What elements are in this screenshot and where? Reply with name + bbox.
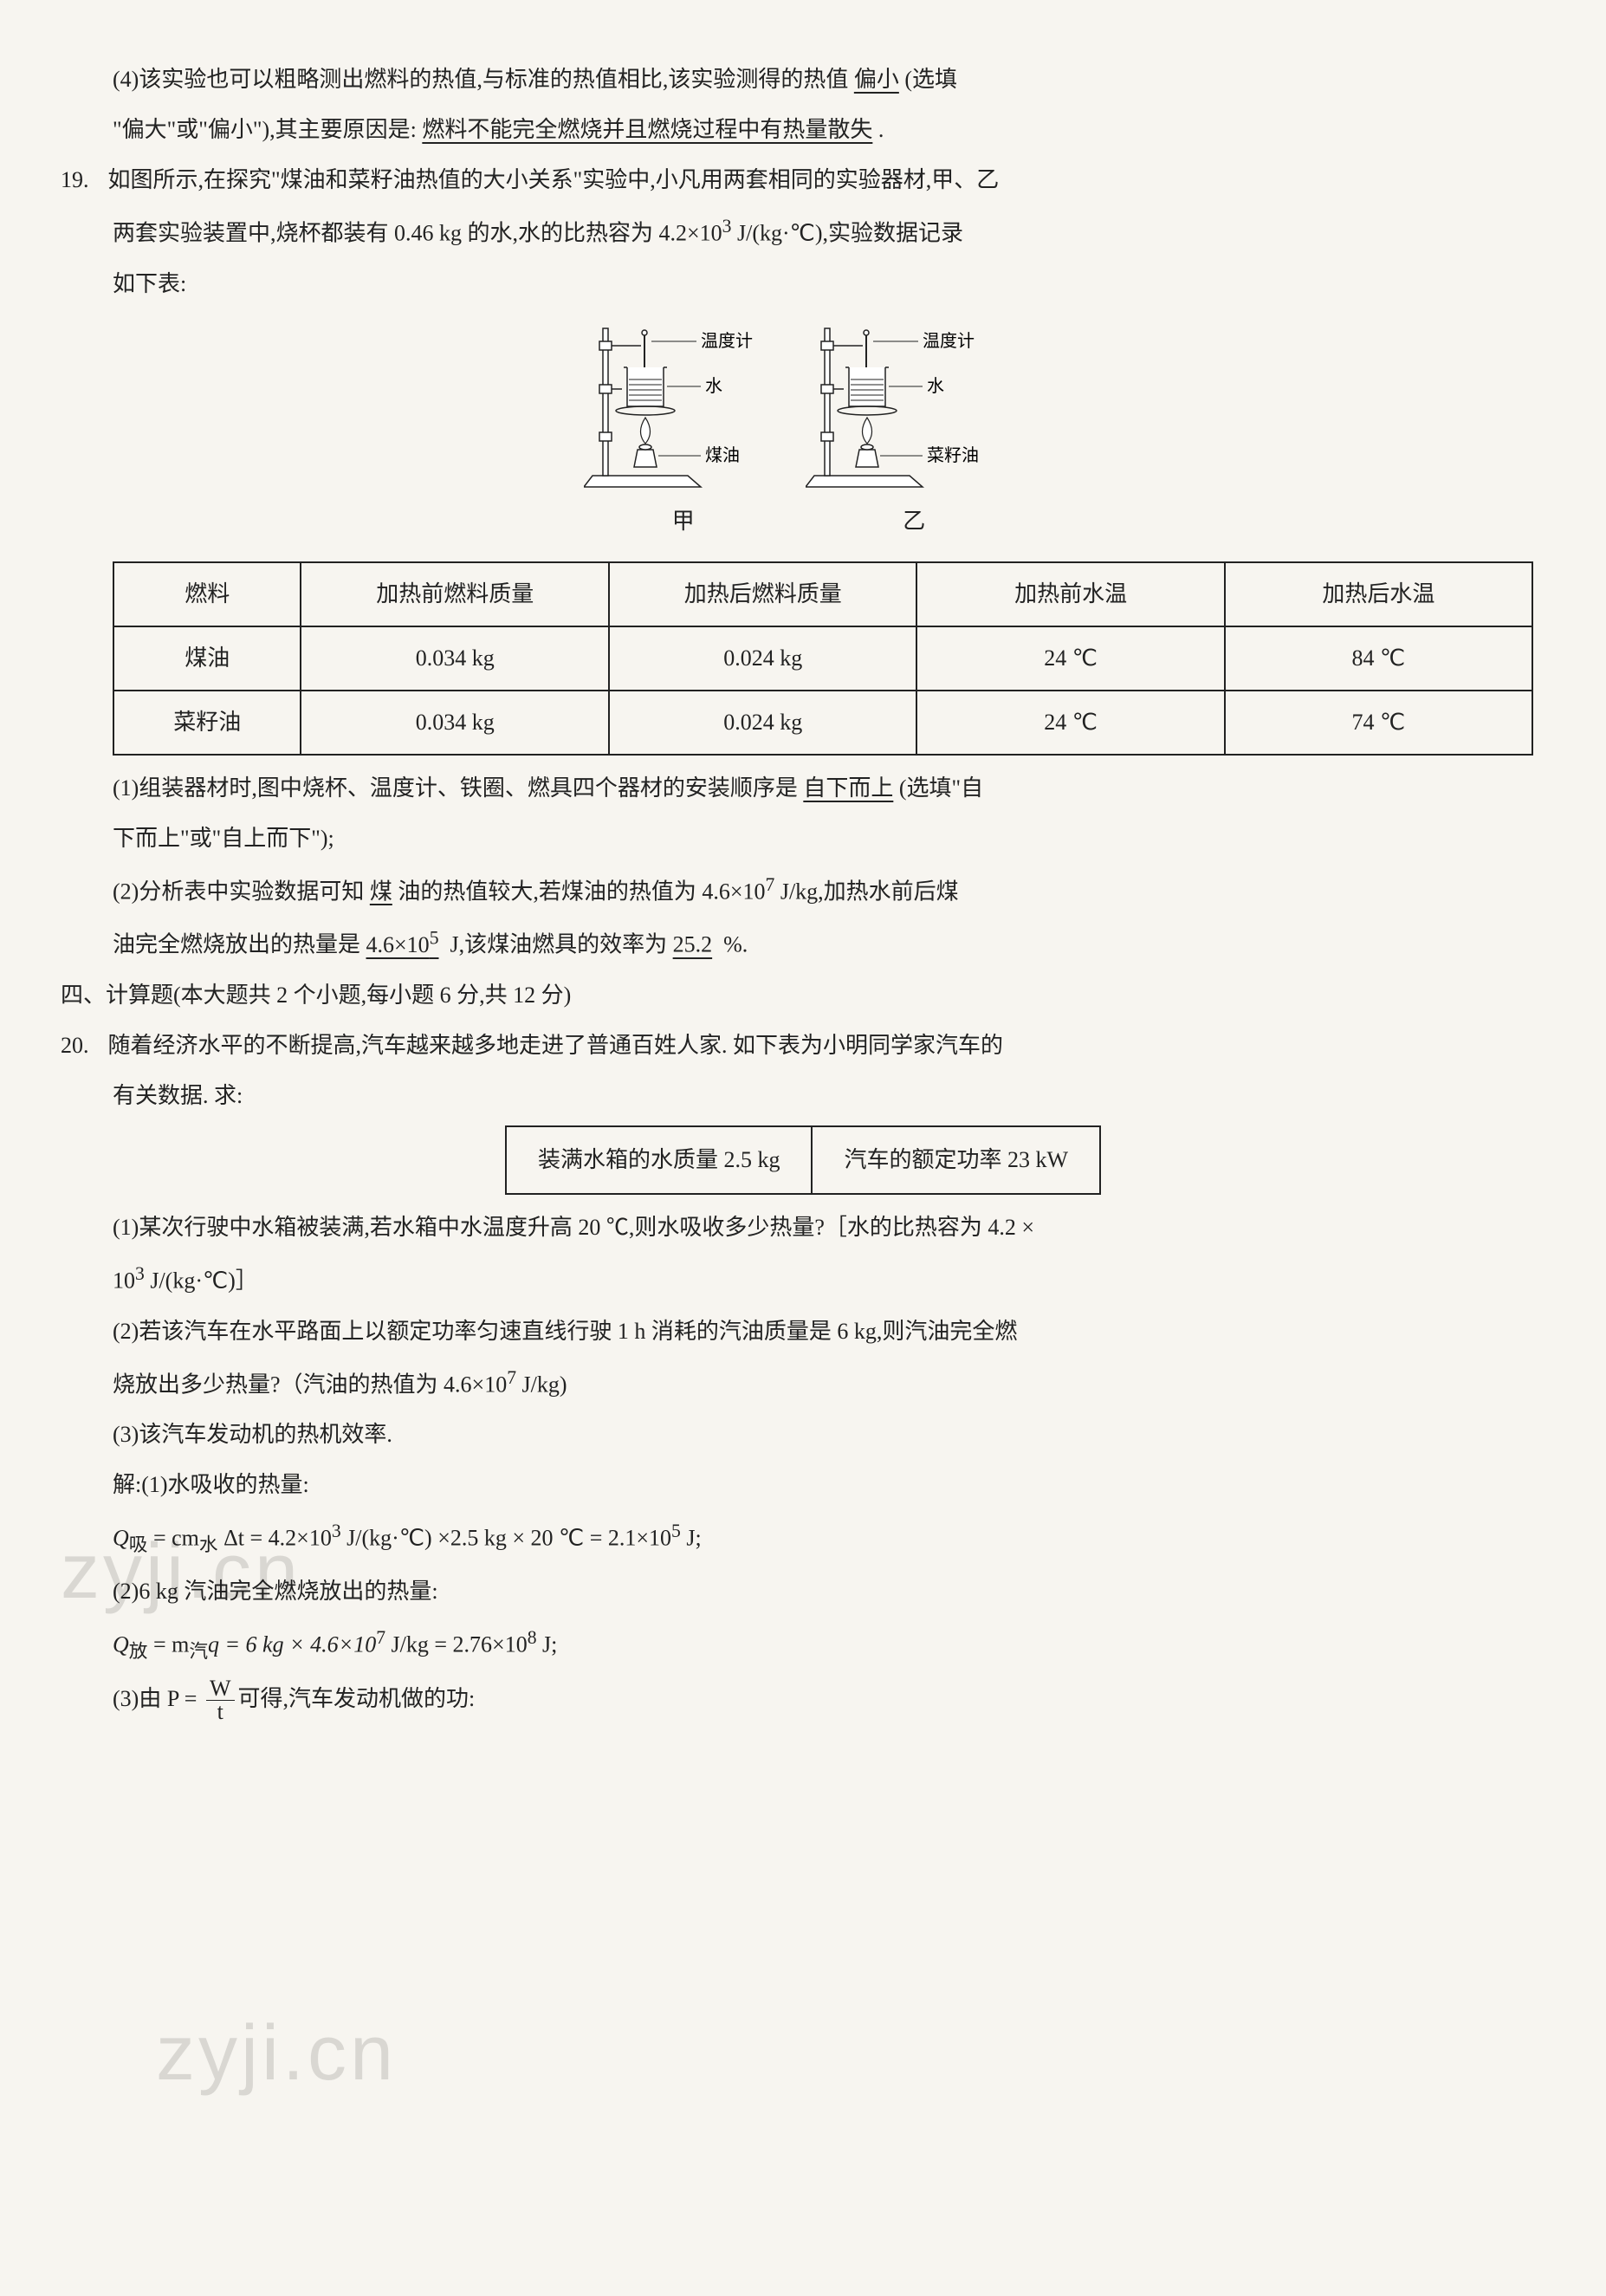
q19-stem-a: 如图所示,在探究"煤油和菜籽油热值的大小关系"实验中,小凡用两套相同的实验器材,… (108, 167, 1000, 192)
q19-figure-wrap: 温度计 水 煤油 甲 (61, 324, 1545, 544)
q19-table-cell: 煤油 (113, 626, 301, 691)
q20-p1-line1: (1)某次行驶中水箱被装满,若水箱中水温度升高 20 ℃,则水吸收多少热量?［水… (61, 1205, 1545, 1250)
q19-table-row: 煤油0.034 kg0.024 kg24 ℃84 ℃ (113, 626, 1532, 691)
q19-part2-text-c: 油完全燃烧放出的热量是 (113, 932, 360, 957)
q19-table-row: 菜籽油0.034 kg0.024 kg24 ℃74 ℃ (113, 691, 1532, 755)
q19-part1-text-a: (1)组装器材时,图中烧杯、温度计、铁圈、燃具四个器材的安装顺序是 (113, 775, 798, 801)
section4-heading: 四、计算题(本大题共 2 个小题,每小题 6 分,共 12 分) (61, 973, 1545, 1018)
q20-sol-s2: Q吸 = cm水 Δt = 4.2×103 J/(kg·℃) ×2.5 kg ×… (61, 1513, 1545, 1564)
q20-stem-line2: 有关数据. 求: (61, 1073, 1545, 1119)
q20-stem-a: 随着经济水平的不断提高,汽车越来越多地走进了普通百姓人家. 如下表为小明同学家汽… (108, 1033, 1004, 1058)
q20-sol-s4: Q放 = m汽q = 6 kg × 4.6×107 J/kg = 2.76×10… (61, 1619, 1545, 1670)
q18-ans4-a: 偏小 (854, 67, 899, 92)
q20-sol-s1: 解:(1)水吸收的热量: (61, 1463, 1545, 1508)
q20-sol-s3: (2)6 kg 汽油完全燃烧放出的热量: (61, 1569, 1545, 1614)
q19-part2-b-tail: J/kg,加热水前后煤 (774, 879, 958, 904)
q19-stem-line2: 两套实验装置中,烧杯都装有 0.46 kg 的水,水的比热容为 4.2×103 … (61, 208, 1545, 256)
q19-part2-text-e: %. (723, 932, 748, 957)
q18-part4-text-b: (选填 (904, 67, 957, 92)
q19-part2-line1: (2)分析表中实验数据可知 煤 油的热值较大,若煤油的热值为 4.6×107 J… (61, 866, 1545, 915)
label-water-yi: 水 (927, 376, 944, 396)
q19-ans1: 自下而上 (803, 775, 893, 801)
q20-p3: (3)该汽车发动机的热机效率. (61, 1412, 1545, 1457)
q20-box-right: 汽车的额定功率 23 kW (812, 1126, 1100, 1194)
q19-table-cell: 84 ℃ (1225, 626, 1532, 691)
label-water-jia: 水 (705, 376, 722, 396)
q20-stem-b: 有关数据. 求: (113, 1083, 243, 1108)
apparatus-yi-icon: 温度计 水 菜籽油 (806, 324, 1022, 497)
q19-part1-line1: (1)组装器材时,图中烧杯、温度计、铁圈、燃具四个器材的安装顺序是 自下而上 (… (61, 766, 1545, 811)
q20-data-box: 装满水箱的水质量 2.5 kg 汽车的额定功率 23 kW (505, 1125, 1101, 1195)
label-fuel-jia: 煤油 (705, 445, 740, 465)
q20-p1-b-a: 10 (113, 1268, 135, 1294)
q19-table-header: 加热后燃料质量 (609, 562, 917, 626)
q20-p2-b-tail: J/kg) (516, 1372, 567, 1397)
q19-table-cell: 0.024 kg (609, 626, 917, 691)
q20-p2-line1: (2)若该汽车在水平路面上以额定功率匀速直线行驶 1 h 消耗的汽油质量是 6 … (61, 1309, 1545, 1354)
q20-sol-s5: (3)由 P = Wt可得,汽车发动机做的功: (61, 1677, 1545, 1724)
q19-part1-line2: 下而上"或"自上而下"); (61, 816, 1545, 861)
q19-table-cell: 菜籽油 (113, 691, 301, 755)
q19-part2-text-a: (2)分析表中实验数据可知 (113, 879, 364, 904)
q19-figure-yi-caption: 乙 (806, 499, 1022, 544)
q19-stem-c: 如下表: (113, 271, 186, 296)
q19-figure-yi: 温度计 水 菜籽油 乙 (806, 324, 1022, 544)
apparatus-jia-icon: 温度计 水 煤油 (584, 324, 783, 497)
q18-part4-text-c: "偏大"或"偏小"),其主要原因是: (113, 117, 417, 142)
q19-table-cell: 24 ℃ (916, 691, 1224, 755)
q20-p1-b-sup: 3 (135, 1263, 145, 1284)
watermark-2: zyji.cn (156, 1975, 397, 2131)
q19-table-cell: 0.024 kg (609, 691, 917, 755)
q19-ans2a: 煤 (370, 879, 392, 904)
q19-stem-line1: 19. 如图所示,在探究"煤油和菜籽油热值的大小关系"实验中,小凡用两套相同的实… (61, 158, 1545, 203)
q19-table-cell: 24 ℃ (916, 626, 1224, 691)
q19-stem-b-tail: J/(kg·℃),实验数据记录 (732, 221, 964, 246)
q19-table-cell: 74 ℃ (1225, 691, 1532, 755)
q19-part1-text-c: 下而上"或"自上而下"); (113, 826, 334, 851)
q18-part4-text-a: (4)该实验也可以粗略测出燃料的热值,与标准的热值相比,该实验测得的热值 (113, 67, 848, 92)
label-fuel-yi: 菜籽油 (927, 445, 979, 465)
q19-figure-jia-caption: 甲 (584, 499, 783, 544)
q19-table-header: 加热前燃料质量 (301, 562, 609, 626)
q20-p1-line2: 103 J/(kg·℃)］ (61, 1255, 1545, 1304)
q19-part2-b-sup: 7 (766, 874, 775, 895)
q20-p1-b-b: J/(kg·℃)］ (145, 1268, 258, 1294)
q20-number: 20. (61, 1023, 102, 1068)
label-thermo-jia: 温度计 (701, 331, 753, 351)
q19-table-header: 燃料 (113, 562, 301, 626)
q20-p2-a: (2)若该汽车在水平路面上以额定功率匀速直线行驶 1 h 消耗的汽油质量是 6 … (113, 1319, 1017, 1344)
q19-number: 19. (61, 158, 102, 203)
q19-ans2c: 25.2 (673, 932, 713, 957)
q19-table-cell: 0.034 kg (301, 626, 609, 691)
q19-figure-jia: 温度计 水 煤油 甲 (584, 324, 783, 544)
q18-period: . (878, 117, 884, 142)
q18-ans4-b: 燃料不能完全燃烧并且燃烧过程中有热量散失 (422, 117, 872, 142)
q20-p2-b-sup: 7 (507, 1367, 516, 1388)
label-thermo-yi: 温度计 (923, 331, 975, 351)
q19-table-cell: 0.034 kg (301, 691, 609, 755)
q19-stem-b-sup: 3 (722, 216, 732, 237)
q19-part2-line2: 油完全燃烧放出的热量是 4.6×105 J,该煤油燃具的效率为 25.2 %. (61, 919, 1545, 968)
q19-part2-text-b: 油的热值较大,若煤油的热值为 4.6×10 (398, 879, 765, 904)
q20-stem-line1: 20. 随着经济水平的不断提高,汽车越来越多地走进了普通百姓人家. 如下表为小明… (61, 1023, 1545, 1068)
q19-table-header: 加热后水温 (1225, 562, 1532, 626)
q20-box-left: 装满水箱的水质量 2.5 kg (506, 1126, 813, 1194)
q19-stem-line3: 如下表: (61, 262, 1545, 307)
q18-part4-line2: "偏大"或"偏小"),其主要原因是: 燃料不能完全燃烧并且燃烧过程中有热量散失 … (61, 107, 1545, 152)
q20-p2-b: 烧放出多少热量?（汽油的热值为 4.6×10 (113, 1372, 507, 1397)
q19-ans2b: 4.6×105 (366, 932, 439, 957)
q19-part1-text-b: (选填"自 (899, 775, 983, 801)
q18-part4-line1: (4)该实验也可以粗略测出燃料的热值,与标准的热值相比,该实验测得的热值 偏小 … (61, 57, 1545, 102)
q19-table-header: 加热前水温 (916, 562, 1224, 626)
q19-part2-text-d: J,该煤油燃具的效率为 (450, 932, 668, 957)
q20-p1-a: (1)某次行驶中水箱被装满,若水箱中水温度升高 20 ℃,则水吸收多少热量?［水… (113, 1215, 1034, 1240)
q20-p2-line2: 烧放出多少热量?（汽油的热值为 4.6×107 J/kg) (61, 1359, 1545, 1408)
q19-stem-b: 两套实验装置中,烧杯都装有 0.46 kg 的水,水的比热容为 4.2×10 (113, 221, 722, 246)
q19-data-table: 燃料加热前燃料质量加热后燃料质量加热前水温加热后水温煤油0.034 kg0.02… (113, 561, 1533, 756)
q20-p3-text: (3)该汽车发动机的热机效率. (113, 1422, 392, 1447)
